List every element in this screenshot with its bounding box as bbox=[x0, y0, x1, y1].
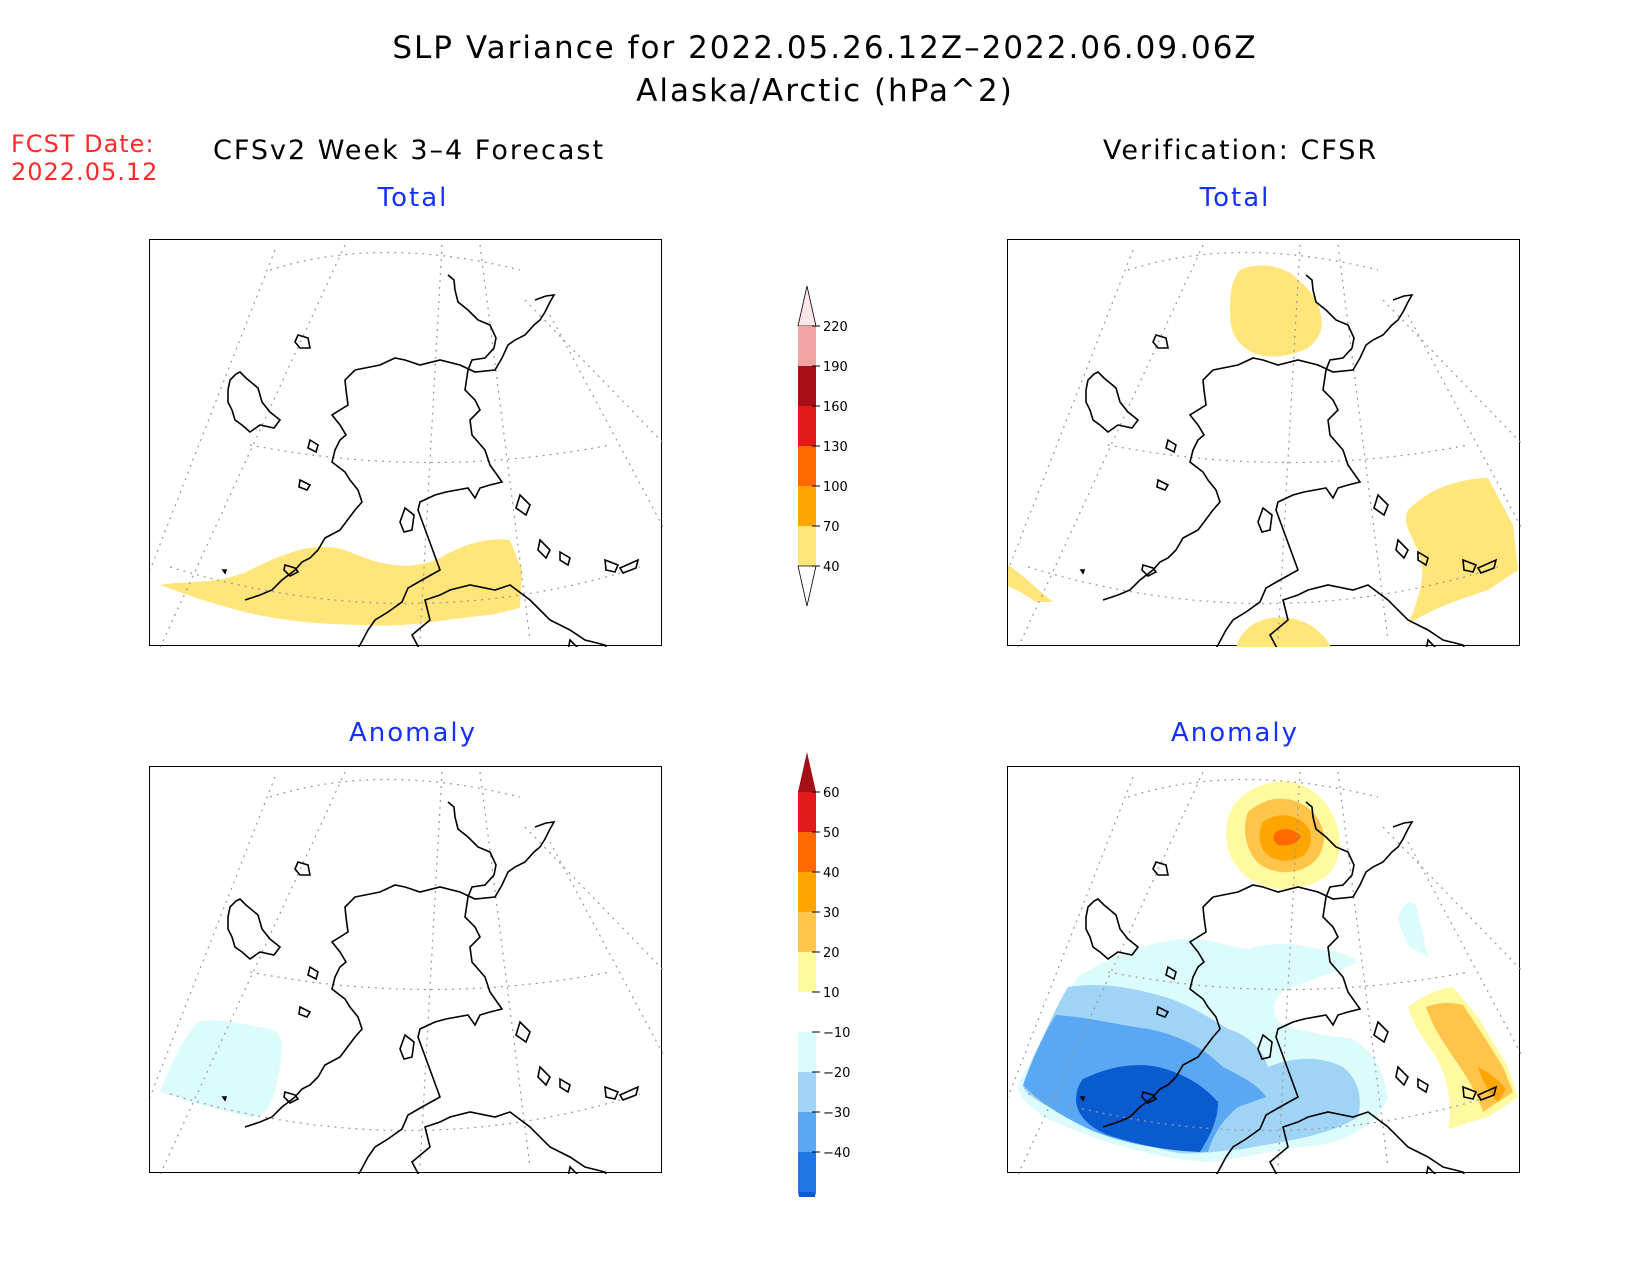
anomaly-colorbar-label-1: 50 bbox=[823, 826, 840, 841]
forecast-total-title: Total bbox=[377, 183, 449, 213]
verification-anomaly-shade-minus10-east bbox=[1398, 902, 1428, 957]
anomaly-colorbar-box-2 bbox=[798, 832, 816, 872]
anomaly-colorbar-box-8 bbox=[798, 1072, 816, 1112]
anomaly-colorbar-box-5 bbox=[798, 952, 816, 992]
anomaly-colorbar-top-triangle bbox=[798, 752, 816, 792]
verification-total-map-svg bbox=[1008, 244, 1521, 647]
verification-total-shade-west bbox=[1008, 565, 1053, 602]
total-colorbar-box-5 bbox=[798, 486, 816, 526]
total-colorbar-label-4: 100 bbox=[823, 480, 848, 495]
verification-anomaly-shade-40 bbox=[1273, 829, 1301, 846]
total-colorbar-box-1 bbox=[798, 326, 816, 366]
anomaly-colorbar-box-10 bbox=[798, 1152, 816, 1192]
total-colorbar: 220 190 160 130 100 70 40 bbox=[797, 285, 848, 607]
verification-total-title: Total bbox=[1199, 183, 1271, 213]
anomaly-colorbar: 60 50 40 30 20 10 −10 −20 −30 −40 bbox=[798, 752, 850, 1197]
anomaly-colorbar-bottom-triangle bbox=[798, 1192, 816, 1197]
total-colorbar-label-5: 70 bbox=[823, 520, 840, 535]
anomaly-colorbar-label-2: 40 bbox=[823, 866, 840, 881]
verification-anomaly-shade-minus40 bbox=[1076, 1065, 1218, 1152]
verification-heading: Verification: CFSR bbox=[1103, 135, 1379, 166]
anomaly-colorbar-label-7: −20 bbox=[823, 1066, 850, 1081]
total-colorbar-box-3 bbox=[798, 406, 816, 446]
verification-total-shade-arctic bbox=[1230, 265, 1322, 357]
forecast-anomaly-title: Anomaly bbox=[348, 718, 478, 748]
anomaly-colorbar-label-8: −30 bbox=[823, 1106, 850, 1121]
forecast-total-shade-40 bbox=[160, 539, 522, 626]
total-colorbar-label-6: 40 bbox=[823, 560, 840, 575]
verification-anomaly-map-svg bbox=[1008, 771, 1521, 1174]
anomaly-colorbar-box-4 bbox=[798, 912, 816, 952]
total-colorbar-label-2: 160 bbox=[823, 400, 848, 415]
fcst-date-value: 2022.05.12 bbox=[11, 158, 159, 186]
anomaly-colorbar-box-3 bbox=[798, 872, 816, 912]
forecast-anomaly-map-svg bbox=[150, 771, 663, 1174]
total-colorbar-label-3: 130 bbox=[823, 440, 848, 455]
verification-anomaly-shade-30-southeast bbox=[1478, 1067, 1506, 1102]
total-colorbar-box-2 bbox=[798, 366, 816, 406]
total-colorbar-bottom-triangle bbox=[797, 565, 817, 607]
verification-total-map bbox=[1007, 239, 1521, 647]
total-colorbar-top-triangle bbox=[797, 285, 817, 327]
total-colorbar-box-4 bbox=[798, 446, 816, 486]
anomaly-colorbar-label-4: 20 bbox=[823, 946, 840, 961]
chart-title: SLP Variance for 2022.05.26.12Z–2022.06.… bbox=[392, 30, 1258, 66]
verification-anomaly-map bbox=[1007, 766, 1521, 1174]
anomaly-colorbar-box-6 bbox=[798, 992, 816, 1032]
anomaly-colorbar-label-0: 60 bbox=[823, 786, 840, 801]
forecast-total-map-svg bbox=[150, 244, 663, 647]
fcst-date-label: FCST Date: bbox=[11, 130, 155, 158]
total-colorbar-label-1: 190 bbox=[823, 360, 848, 375]
verification-total-shade-south bbox=[1236, 617, 1331, 647]
forecast-heading: CFSv2 Week 3–4 Forecast bbox=[213, 135, 606, 166]
anomaly-colorbar-label-5: 10 bbox=[823, 986, 840, 1001]
total-colorbar-label-0: 220 bbox=[823, 320, 848, 335]
anomaly-colorbar-box-9 bbox=[798, 1112, 816, 1152]
forecast-anomaly-map bbox=[149, 766, 663, 1174]
anomaly-colorbar-label-9: −40 bbox=[823, 1146, 850, 1161]
chart-subtitle: Alaska/Arctic (hPa^2) bbox=[636, 73, 1014, 109]
anomaly-colorbar-box-7 bbox=[798, 1032, 816, 1072]
total-colorbar-box-6 bbox=[798, 526, 816, 566]
forecast-anomaly-shade-minus10 bbox=[160, 1020, 282, 1117]
anomaly-colorbar-box-1 bbox=[798, 792, 816, 832]
forecast-total-map bbox=[149, 239, 663, 647]
anomaly-colorbar-label-6: −10 bbox=[823, 1026, 850, 1041]
verification-total-shade-southeast bbox=[1406, 478, 1518, 625]
verification-anomaly-title: Anomaly bbox=[1170, 718, 1300, 748]
anomaly-colorbar-label-3: 30 bbox=[823, 906, 840, 921]
